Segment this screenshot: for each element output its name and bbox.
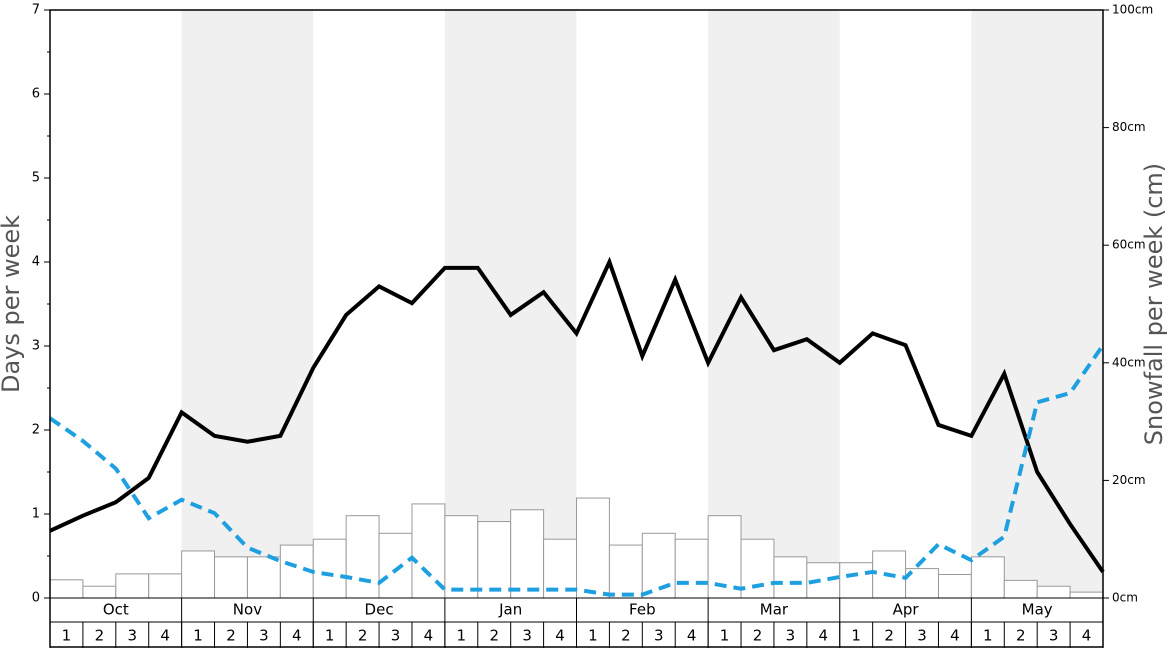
y2-tick-label: 0cm (1112, 591, 1138, 605)
week-label: 2 (753, 627, 763, 645)
y-tick-label: 6 (32, 87, 40, 102)
week-label: 4 (819, 627, 829, 645)
bar (214, 556, 248, 599)
y2-tick-label: 100cm (1112, 3, 1153, 17)
bar (608, 544, 643, 599)
month-label: Mar (760, 601, 789, 619)
line (48, 344, 1105, 597)
bar (345, 515, 380, 599)
bar (49, 579, 84, 599)
line (49, 256, 1105, 574)
week-label: 4 (424, 627, 434, 645)
week-label: 3 (127, 627, 137, 645)
week-label: 2 (489, 627, 499, 645)
month-label: Jan (498, 601, 522, 619)
week-label: 2 (1016, 627, 1026, 645)
week-label: 1 (457, 627, 467, 645)
y2-tick-label: 40cm (1112, 355, 1146, 369)
y-tick-label: 5 (32, 171, 40, 186)
bar (148, 573, 183, 599)
week-label: 4 (687, 627, 697, 645)
month-label: Oct (103, 601, 129, 619)
week-label: 3 (1049, 627, 1059, 645)
y-tick-label: 1 (32, 507, 40, 522)
y-tick-label: 7 (32, 3, 40, 18)
y-tick-label: 4 (32, 255, 40, 270)
week-label: 3 (786, 627, 796, 645)
month-band (181, 10, 314, 598)
week-label: 2 (226, 627, 236, 645)
month-band (971, 10, 1103, 598)
bar (1003, 579, 1038, 599)
y-axis-label: Days per week (0, 215, 25, 393)
week-label: 1 (588, 627, 598, 645)
month-label: May (1022, 601, 1053, 619)
plot-frame (49, 9, 1104, 648)
bar (1069, 591, 1104, 599)
month-band (708, 10, 840, 598)
week-label: 1 (193, 627, 203, 645)
y2-tick-label: 80cm (1112, 120, 1146, 134)
week-label: 1 (851, 627, 861, 645)
bar (115, 573, 150, 599)
week-label: 3 (522, 627, 532, 645)
y-tick-label: 0 (32, 591, 40, 606)
month-label: Apr (893, 601, 920, 619)
week-label: 3 (654, 627, 664, 645)
week-label: 3 (259, 627, 269, 645)
week-label: 2 (621, 627, 631, 645)
y2-axis-label: Snowfall per week (cm) (1140, 163, 1168, 445)
week-label: 4 (1082, 627, 1092, 645)
month-label: Feb (629, 601, 656, 619)
month-label: Nov (233, 601, 262, 619)
week-label: 1 (720, 627, 730, 645)
y2-tick-label: 20cm (1112, 473, 1146, 487)
week-label: 3 (917, 627, 927, 645)
week-label: 2 (358, 627, 368, 645)
week-label: 1 (62, 627, 72, 645)
week-label: 1 (325, 627, 335, 645)
bar (378, 532, 413, 599)
bar (839, 562, 874, 599)
week-label: 4 (555, 627, 565, 645)
y2-tick-label: 60cm (1112, 238, 1146, 252)
week-label: 2 (95, 627, 105, 645)
week-label: 1 (983, 627, 993, 645)
bar (773, 556, 808, 599)
week-label: 4 (292, 627, 302, 645)
bar (477, 521, 512, 599)
bar (576, 497, 610, 599)
bar (246, 556, 281, 599)
month-label: Dec (365, 601, 394, 619)
week-label: 3 (391, 627, 401, 645)
bar (1036, 585, 1071, 599)
bar (970, 556, 1005, 599)
bar (444, 515, 479, 599)
y-tick-label: 2 (32, 423, 40, 438)
bar (181, 550, 216, 599)
week-label: 4 (950, 627, 960, 645)
y-tick-label: 3 (32, 339, 40, 354)
bar (510, 509, 545, 599)
week-label: 4 (160, 627, 170, 645)
bar (674, 538, 709, 599)
week-label: 2 (884, 627, 894, 645)
bar (740, 538, 775, 599)
bar (937, 573, 972, 599)
bar (82, 585, 117, 599)
bar (312, 538, 347, 599)
